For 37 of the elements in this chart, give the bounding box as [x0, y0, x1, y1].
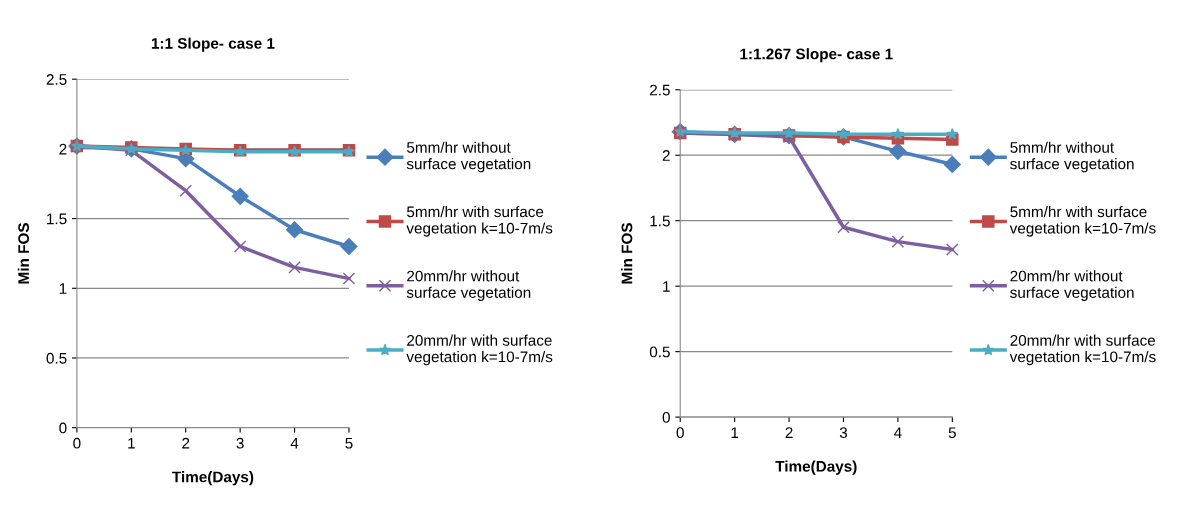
- legend-label: 20mm/hr without surface vegetation: [406, 270, 531, 301]
- y-tick-label: 1: [59, 283, 67, 294]
- y-tick-label: 2: [59, 143, 67, 155]
- y-axis-title: Min FOS: [621, 223, 633, 284]
- x-tick-label: 1: [128, 437, 135, 449]
- x-tick-label: 2: [785, 427, 793, 438]
- x-axis-title: Time(Days): [172, 471, 254, 486]
- y-tick-label: 0.5: [649, 346, 670, 358]
- y-tick-label: 2.5: [46, 74, 67, 85]
- y-axis-title: Min FOS: [17, 223, 30, 284]
- y-tick-label: 1.5: [47, 213, 67, 225]
- legend-label: 5mm/hr with surface vegetation k=10-7m/s: [1009, 205, 1156, 237]
- legend-label: 5mm/hr without surface vegetation: [406, 141, 531, 173]
- y-tick-label: 2: [662, 150, 670, 161]
- y-tick-label: 2.5: [650, 84, 670, 96]
- x-tick-label: 3: [236, 437, 244, 449]
- x-tick-label: 5: [345, 437, 353, 449]
- x-tick-label: 1: [731, 427, 739, 438]
- legend-label: 20mm/hr with surface vegetation k=10-7m/s: [406, 334, 553, 366]
- x-tick-label: 4: [894, 427, 902, 438]
- legend-label: 20mm/hr with surface vegetation k=10-7m/s: [1009, 334, 1156, 366]
- x-axis-title: Time(Days): [775, 460, 857, 475]
- y-tick-label: 0: [662, 411, 670, 423]
- x-tick-label: 4: [290, 437, 299, 449]
- legend-label: 20mm/hr without surface vegetation: [1010, 270, 1134, 301]
- y-tick-label: 1.5: [650, 215, 670, 227]
- legend-label: 5mm/hr without surface vegetation: [1010, 141, 1134, 173]
- x-tick-label: 0: [73, 437, 81, 449]
- chart-title: 1:1 Slope- case 1: [151, 37, 275, 52]
- x-tick-label: 3: [839, 427, 848, 439]
- y-tick-label: 0.5: [46, 352, 67, 364]
- x-tick-label: 2: [182, 437, 190, 449]
- x-tick-label: 5: [948, 427, 956, 439]
- chart-title: 1:1.267 Slope- case 1: [740, 48, 893, 63]
- legend-label: 5mm/hr with surface vegetation k=10-7m/s: [406, 205, 553, 237]
- x-tick-label: 0: [676, 427, 684, 439]
- y-tick-label: 1: [663, 281, 670, 292]
